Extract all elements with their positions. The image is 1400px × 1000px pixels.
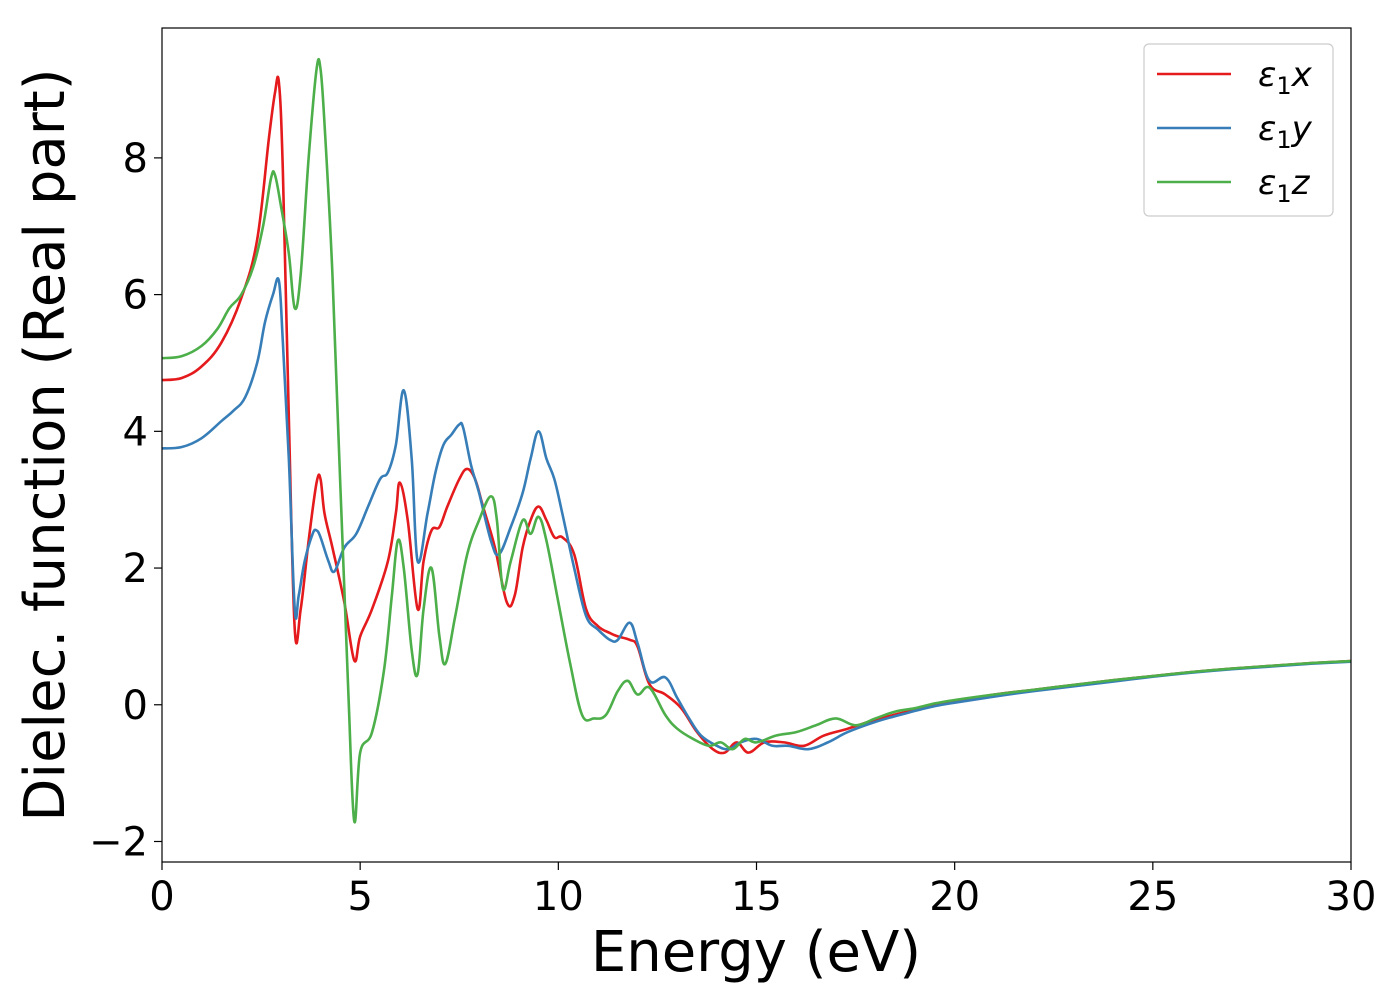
y-tick-label: 2 xyxy=(123,546,148,592)
legend-box xyxy=(1143,43,1334,217)
y-tick-label: −2 xyxy=(89,819,148,865)
x-tick-label: 25 xyxy=(1127,874,1178,920)
x-axis-ticks: 0 5 10 15 20 25 30 xyxy=(149,862,1376,920)
y-axis-label: Dielec. function (Real part) xyxy=(13,68,78,821)
legend: ε1x ε1y ε1z xyxy=(1143,43,1334,217)
y-tick-label: 6 xyxy=(123,273,148,319)
legend-label-y: ε1y xyxy=(1258,109,1313,154)
legend-entries: ε1x ε1y ε1z xyxy=(1157,55,1313,208)
x-tick-label: 0 xyxy=(149,874,174,920)
legend-label-z: ε1z xyxy=(1258,163,1311,208)
series-line-z xyxy=(161,58,1352,824)
y-tick-label: 8 xyxy=(123,136,148,182)
x-axis-label: Energy (eV) xyxy=(591,920,921,985)
y-axis-ticks: −2 0 2 4 6 8 xyxy=(89,136,162,865)
series-lines xyxy=(161,58,1352,824)
x-tick-label: 15 xyxy=(731,874,782,920)
y-tick-label: 0 xyxy=(123,683,148,729)
y-tick-label: 4 xyxy=(123,409,148,455)
legend-label-x: ε1x xyxy=(1258,55,1313,100)
x-tick-label: 5 xyxy=(347,874,372,920)
series-line-y xyxy=(161,277,1352,751)
x-tick-label: 20 xyxy=(929,874,980,920)
x-tick-label: 30 xyxy=(1326,874,1377,920)
x-tick-label: 10 xyxy=(533,874,584,920)
